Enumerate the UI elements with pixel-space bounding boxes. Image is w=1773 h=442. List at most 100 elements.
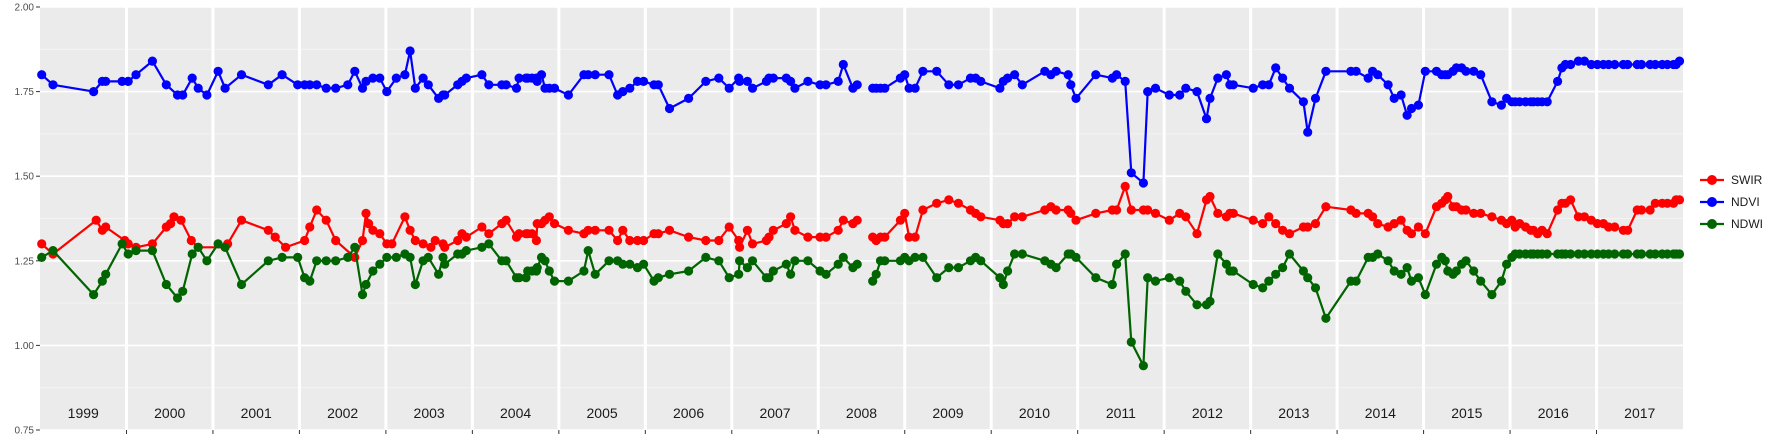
- data-point: [544, 266, 554, 276]
- data-point: [714, 256, 724, 266]
- data-point: [440, 242, 450, 252]
- data-point: [976, 256, 986, 266]
- data-point: [514, 229, 524, 239]
- data-point: [305, 80, 315, 90]
- data-point: [1091, 70, 1101, 80]
- data-point: [368, 73, 378, 83]
- data-point: [410, 279, 420, 290]
- data-point: [821, 232, 831, 242]
- data-point: [1126, 337, 1136, 347]
- data-point: [186, 235, 196, 246]
- data-point: [1674, 249, 1685, 259]
- data-point: [391, 73, 401, 83]
- data-point: [1542, 249, 1552, 259]
- year-label: 2016: [1538, 405, 1569, 421]
- data-point: [821, 269, 831, 279]
- data-point: [1566, 249, 1576, 259]
- data-point: [1150, 276, 1161, 286]
- data-point: [1413, 273, 1423, 283]
- data-point: [604, 70, 614, 80]
- data-point: [653, 229, 663, 239]
- data-point: [1650, 59, 1660, 70]
- data-point: [1389, 219, 1399, 229]
- data-point: [786, 269, 796, 279]
- data-point: [48, 80, 58, 90]
- data-point: [838, 252, 848, 262]
- year-label: 2010: [1019, 405, 1050, 421]
- data-point: [1402, 110, 1412, 120]
- data-point: [613, 235, 623, 246]
- data-point: [1017, 212, 1027, 222]
- data-point: [169, 212, 179, 222]
- data-point: [549, 83, 560, 93]
- year-label: 2008: [846, 405, 877, 421]
- data-point: [1553, 205, 1563, 215]
- data-point: [220, 242, 230, 252]
- data-point: [1143, 273, 1153, 283]
- data-point: [1396, 215, 1406, 225]
- data-point: [742, 263, 753, 273]
- data-point: [514, 273, 524, 283]
- data-point: [1553, 76, 1563, 86]
- data-point: [511, 83, 522, 93]
- data-point: [1150, 83, 1161, 93]
- data-point: [1120, 181, 1130, 191]
- data-point: [172, 293, 183, 303]
- data-point: [277, 70, 287, 80]
- legend-label: NDWI: [1731, 217, 1763, 231]
- data-point: [701, 235, 711, 246]
- data-point: [1107, 279, 1117, 290]
- data-point: [101, 222, 111, 232]
- data-point: [1487, 290, 1497, 300]
- data-point: [1051, 205, 1061, 215]
- data-point: [1487, 212, 1497, 222]
- data-point: [368, 225, 378, 235]
- data-point: [910, 252, 920, 262]
- data-point: [477, 242, 487, 252]
- data-point: [1278, 73, 1288, 83]
- data-point: [1017, 80, 1027, 90]
- data-point: [684, 232, 694, 242]
- data-point: [790, 225, 800, 235]
- data-point: [1610, 249, 1620, 259]
- data-point: [653, 273, 663, 283]
- data-point: [1303, 127, 1313, 137]
- data-point: [1278, 263, 1288, 273]
- data-point: [734, 269, 744, 279]
- data-point: [1228, 208, 1238, 218]
- data-point: [684, 93, 694, 103]
- data-point: [1636, 205, 1647, 215]
- data-point: [1071, 252, 1081, 262]
- y-tick-label: 1.00: [15, 341, 35, 352]
- data-point: [1205, 191, 1215, 202]
- data-point: [604, 256, 614, 266]
- data-point: [1205, 296, 1215, 306]
- data-point: [1120, 76, 1130, 86]
- data-point: [900, 70, 910, 80]
- data-point: [880, 256, 890, 266]
- data-point: [724, 273, 734, 283]
- data-point: [1461, 256, 1471, 266]
- legend-key-point: [1707, 219, 1717, 229]
- data-point: [1406, 229, 1417, 239]
- data-point: [590, 225, 600, 235]
- year-label: 2013: [1278, 405, 1309, 421]
- data-point: [1420, 290, 1430, 300]
- data-point: [724, 222, 734, 232]
- data-point: [1091, 273, 1101, 283]
- year-label: 2002: [327, 405, 358, 421]
- data-point: [664, 103, 675, 114]
- data-point: [440, 90, 450, 100]
- data-point: [48, 246, 58, 256]
- data-point: [653, 80, 663, 90]
- data-point: [37, 239, 47, 249]
- y-tick-label: 2.00: [15, 3, 35, 14]
- data-point: [484, 239, 494, 249]
- legend-label: NDVI: [1731, 195, 1760, 209]
- data-point: [263, 225, 273, 235]
- data-point: [477, 70, 487, 80]
- data-point: [1674, 195, 1685, 205]
- data-point: [1258, 283, 1268, 293]
- data-point: [1248, 83, 1258, 93]
